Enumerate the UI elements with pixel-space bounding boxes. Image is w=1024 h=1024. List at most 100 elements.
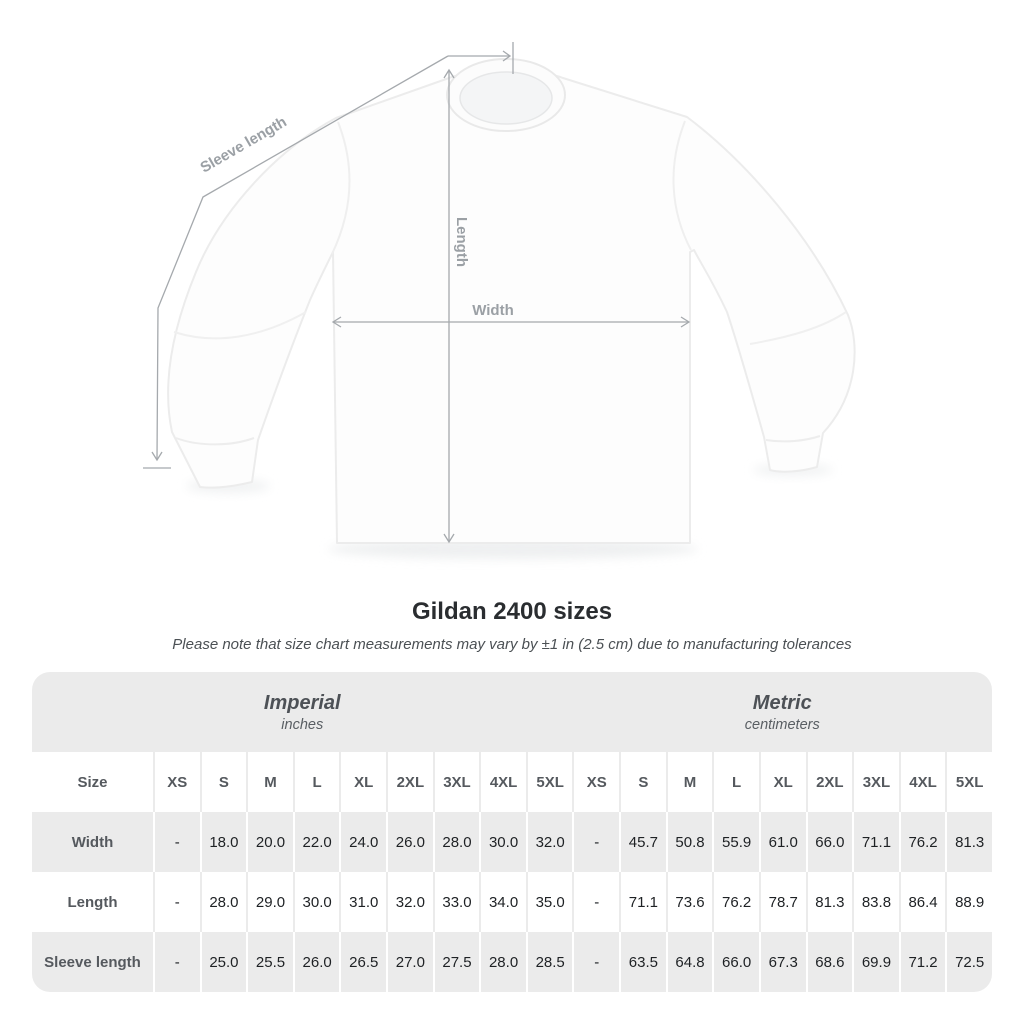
value-cell: 71.2 (898, 932, 946, 992)
value-cell: 63.5 (619, 932, 666, 992)
size-header-metric: XS (572, 752, 620, 812)
value-cell: - (572, 872, 620, 932)
value-cell: 30.0 (479, 812, 526, 872)
value-cell: 69.9 (852, 932, 899, 992)
size-header-metric: 4XL (898, 752, 946, 812)
value-cell: 20.0 (246, 812, 293, 872)
size-header-imperial: XL (339, 752, 387, 812)
metric-group-title: Metric (752, 691, 812, 714)
size-header-metric: XL (758, 752, 806, 812)
left-armhole-seam (331, 121, 351, 255)
table-row-sleeve-length: Sleeve length - 25.0 25.5 26.0 26.5 27.0… (32, 932, 992, 992)
length-down-arrowhead (443, 533, 455, 544)
value-cell: 88.9 (945, 872, 992, 932)
sleeve-length-down-arrowhead (151, 451, 163, 462)
value-cell: 66.0 (712, 932, 759, 992)
value-cell: 66.0 (805, 812, 853, 872)
value-cell: 27.5 (432, 932, 480, 992)
value-cell: 25.5 (246, 932, 293, 992)
value-cell: 32.0 (525, 812, 573, 872)
sleeve-length-right-arrowhead (502, 50, 512, 62)
length-up-arrowhead (443, 68, 455, 79)
left-cuff-seam (175, 437, 255, 446)
row-label: Length (32, 872, 153, 932)
page-title: Gildan 2400 sizes (411, 598, 613, 625)
value-cell: 81.3 (945, 812, 992, 872)
width-left-arrowhead (331, 316, 342, 328)
value-cell: 73.6 (665, 872, 713, 932)
size-header-metric: 5XL (945, 752, 992, 812)
tolerance-note: Please note that size chart measurements… (172, 636, 852, 653)
row-label: Sleeve length (32, 932, 153, 992)
size-header-metric: L (712, 752, 759, 812)
value-cell: - (153, 932, 200, 992)
size-header-imperial: M (246, 752, 293, 812)
length-dimension-line (443, 68, 455, 544)
metric-group-header: Metric centimeters (572, 672, 992, 752)
value-cell: 26.0 (292, 932, 340, 992)
size-header-metric: 2XL (805, 752, 853, 812)
value-cell: 61.0 (758, 812, 806, 872)
right-armhole-seam (672, 120, 692, 251)
collar-opening (459, 71, 553, 125)
value-cell: 28.0 (479, 932, 526, 992)
value-cell: 33.0 (432, 872, 480, 932)
value-cell: 22.0 (292, 812, 340, 872)
value-cell: - (572, 812, 620, 872)
size-header-imperial: 5XL (525, 752, 573, 812)
size-header-imperial: 4XL (479, 752, 526, 812)
value-cell: 26.0 (386, 812, 433, 872)
value-cell: 50.8 (665, 812, 713, 872)
size-column-header: Size (32, 752, 153, 812)
value-cell: 72.5 (945, 932, 992, 992)
value-cell: 76.2 (898, 812, 946, 872)
value-cell: 68.6 (805, 932, 853, 992)
metric-group-unit: centimeters (744, 716, 820, 733)
size-table-card: Imperial inches Metric centimeters Size … (32, 672, 992, 992)
value-cell: 78.7 (758, 872, 806, 932)
value-cell: - (153, 872, 200, 932)
length-label: Length (453, 217, 470, 267)
value-cell: - (153, 812, 200, 872)
value-cell: 24.0 (339, 812, 387, 872)
value-cell: 34.0 (479, 872, 526, 932)
sleeve-length-dimension-line (143, 42, 514, 469)
size-header-imperial: L (292, 752, 340, 812)
imperial-group-header: Imperial inches (32, 672, 573, 752)
value-cell: 26.5 (339, 932, 387, 992)
value-cell: 81.3 (805, 872, 853, 932)
value-cell: 83.8 (852, 872, 899, 932)
size-header-imperial: S (199, 752, 247, 812)
value-cell: 71.1 (852, 812, 899, 872)
size-table: Imperial inches Metric centimeters Size … (32, 672, 992, 992)
right-elbow-crease (749, 311, 847, 345)
table-row-width: Width - 18.0 20.0 22.0 24.0 26.0 28.0 30… (32, 812, 992, 872)
value-cell: 30.0 (292, 872, 340, 932)
shirt-measurement-diagram: Sleeve length Length Width (143, 42, 856, 559)
size-header-metric: 3XL (852, 752, 899, 812)
size-header-imperial: XS (153, 752, 200, 812)
size-header-imperial: 2XL (386, 752, 433, 812)
value-cell: 29.0 (246, 872, 293, 932)
size-header-metric: S (619, 752, 666, 812)
imperial-group-title: Imperial (263, 691, 341, 714)
size-header-metric: M (665, 752, 713, 812)
value-cell: 35.0 (525, 872, 573, 932)
imperial-group-unit: inches (281, 716, 324, 733)
value-cell: 25.0 (199, 932, 247, 992)
value-cell: 64.8 (665, 932, 713, 992)
value-cell: 76.2 (712, 872, 759, 932)
value-cell: 18.0 (199, 812, 247, 872)
right-cuff-seam (765, 435, 821, 443)
value-cell: 55.9 (712, 812, 759, 872)
size-header-row: Size XS S M L XL 2XL 3XL 4XL 5XL XS S M … (32, 752, 992, 812)
shirt-silhouette (167, 71, 856, 544)
sleeve-length-diagonal (156, 55, 449, 460)
unit-group-row: Imperial inches Metric centimeters (32, 672, 992, 752)
value-cell: 27.0 (386, 932, 433, 992)
row-label: Width (32, 812, 153, 872)
value-cell: 45.7 (619, 812, 666, 872)
value-cell: 28.0 (199, 872, 247, 932)
value-cell: 67.3 (758, 932, 806, 992)
